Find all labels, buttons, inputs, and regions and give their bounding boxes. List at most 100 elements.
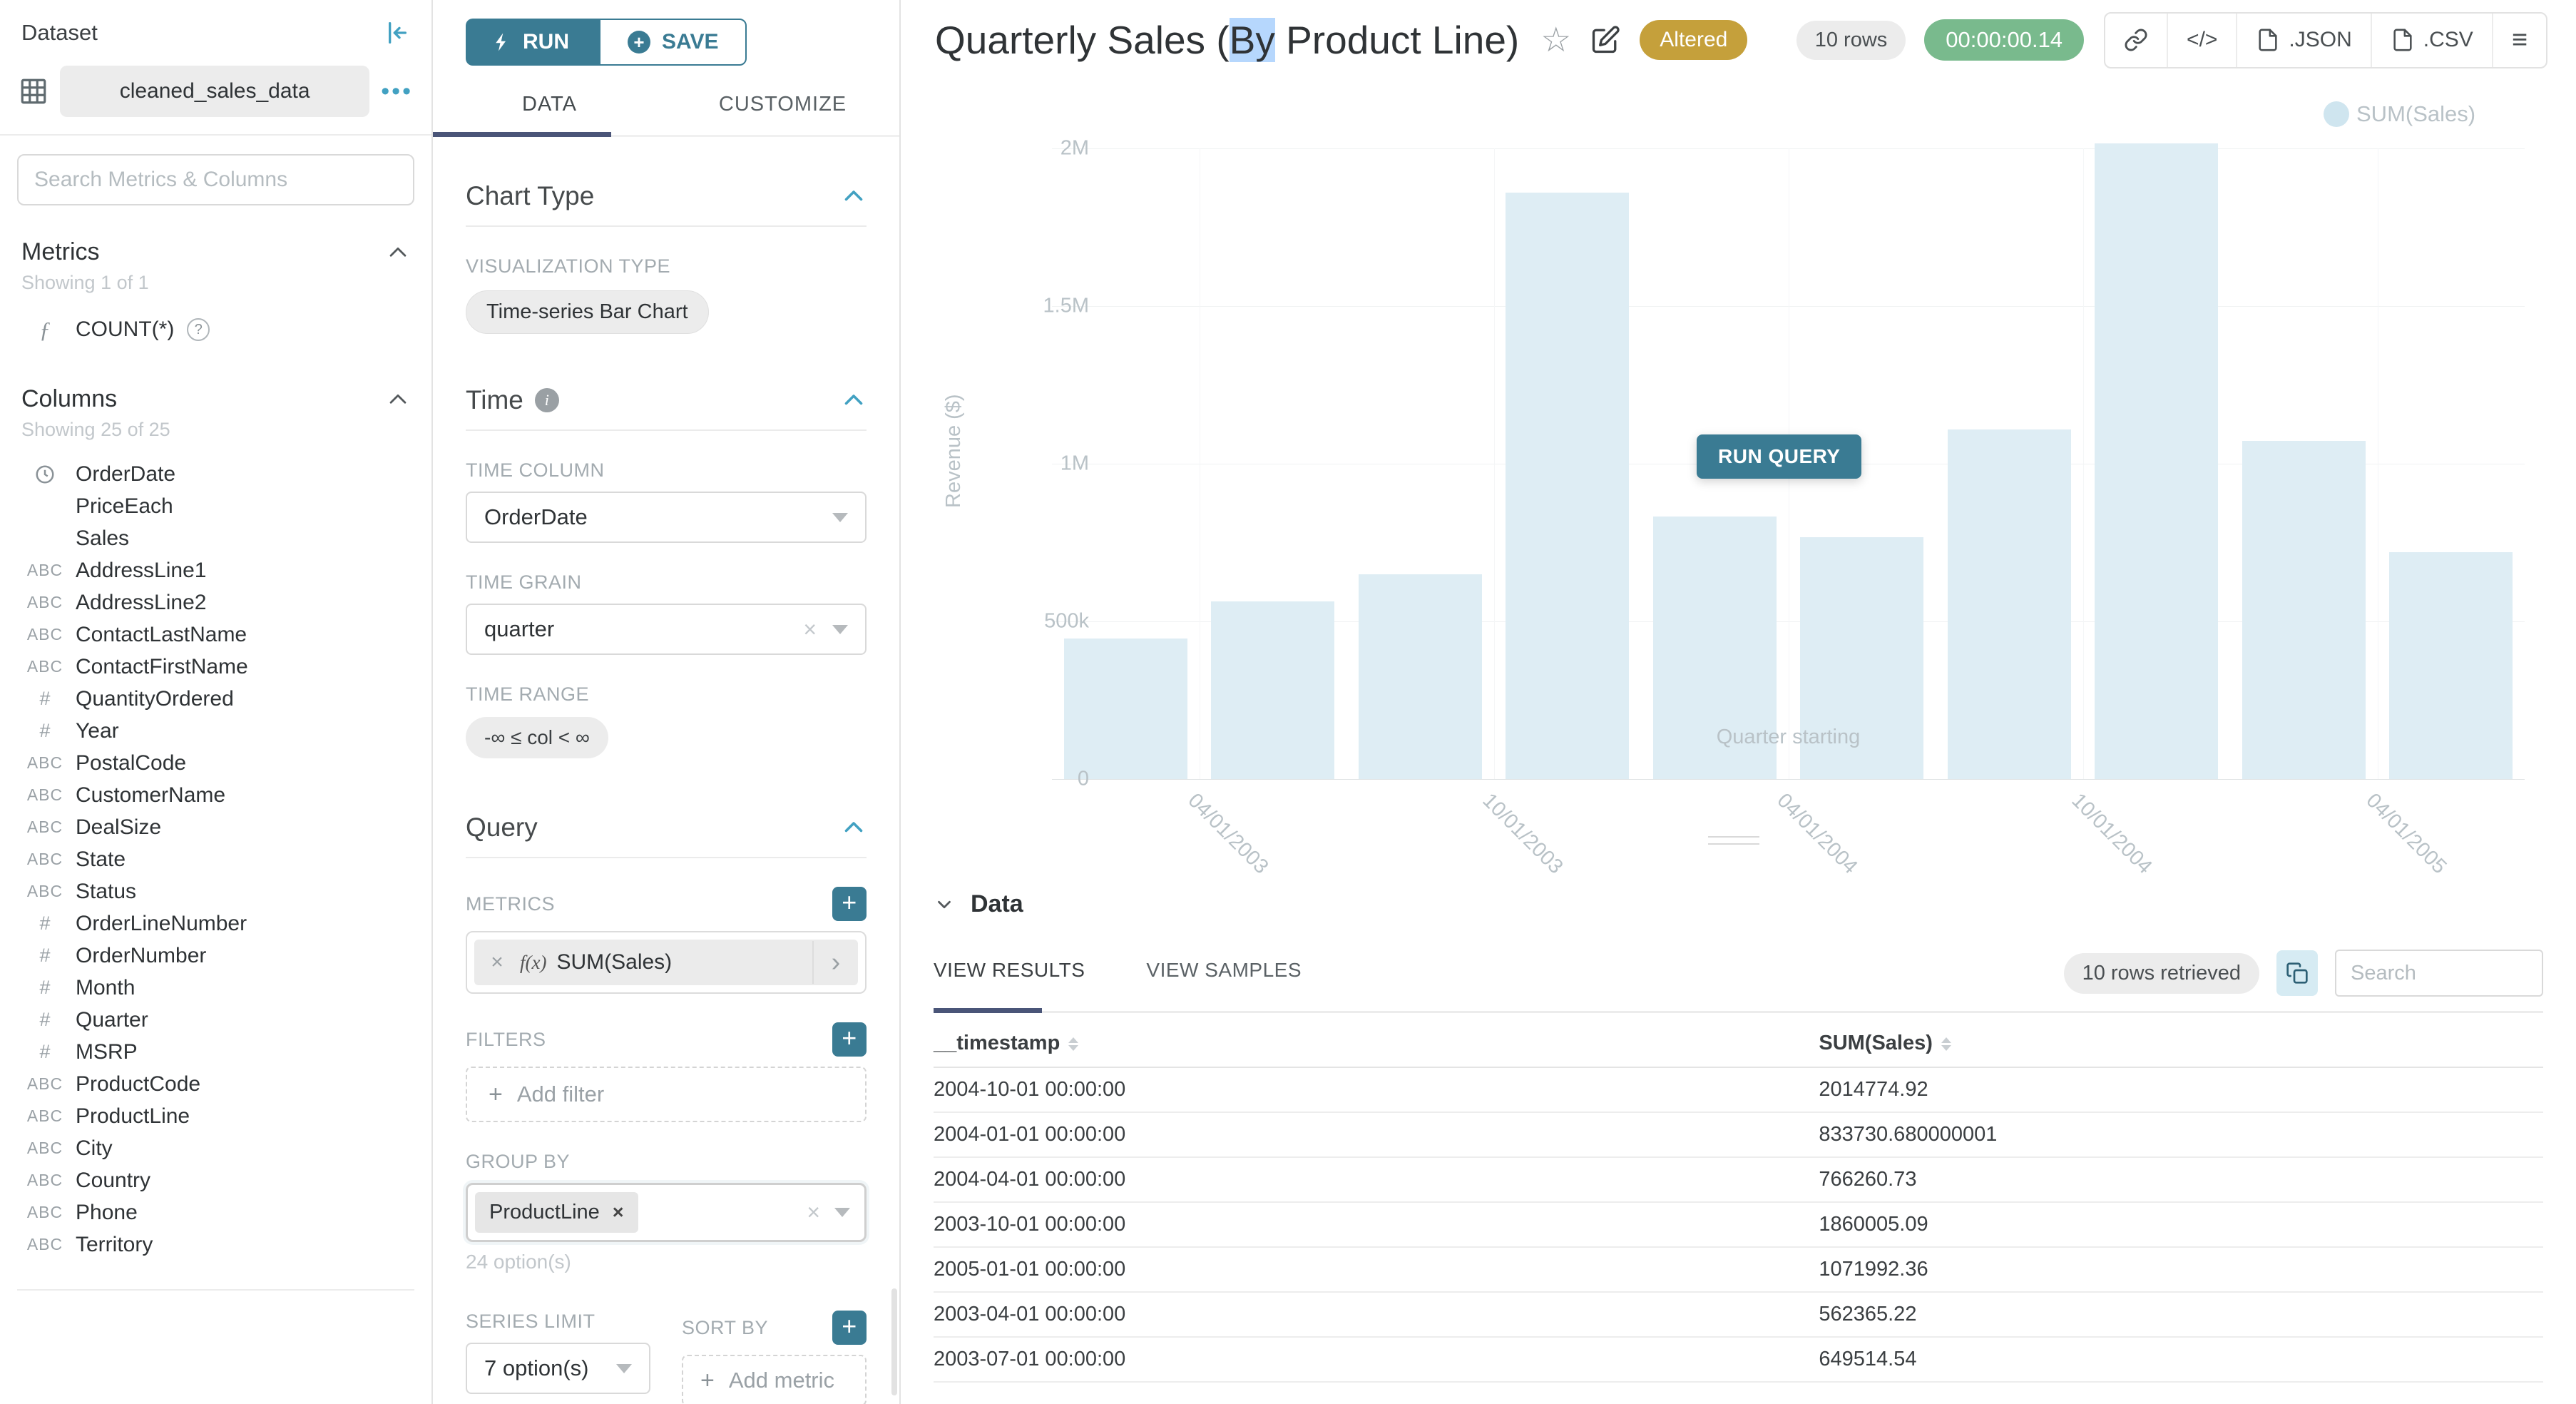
column-header-sum-sales[interactable]: SUM(Sales) — [1819, 1016, 2543, 1068]
metric-item-count[interactable]: ƒ COUNT(*) ? — [0, 312, 431, 347]
column-header-timestamp[interactable]: __timestamp — [934, 1016, 1819, 1068]
scrollbar-thumb[interactable] — [891, 1288, 897, 1395]
tab-customize[interactable]: CUSTOMIZE — [718, 93, 847, 116]
add-metric-button[interactable]: + — [832, 887, 867, 921]
bar-2003-10-01[interactable] — [1506, 192, 1630, 779]
copy-data-button[interactable] — [2276, 950, 2318, 996]
chevron-up-icon[interactable] — [841, 387, 867, 413]
expand-metric-icon[interactable]: › — [812, 941, 858, 984]
panel-resize-handle[interactable] — [1708, 836, 1759, 850]
bar-2004-07-01[interactable] — [1947, 429, 2071, 779]
dataset-options-icon[interactable]: ••• — [381, 77, 413, 105]
bar-2005-04-01[interactable] — [2389, 551, 2513, 779]
bar-2003-04-01[interactable] — [1211, 601, 1335, 779]
search-metrics-columns-input[interactable]: Search Metrics & Columns — [17, 154, 414, 205]
data-panel-header[interactable]: Data — [934, 890, 2543, 918]
column-item-dealsize[interactable]: ABC DealSize — [26, 815, 162, 839]
bar-2003-07-01[interactable] — [1358, 574, 1482, 779]
column-item-msrp[interactable]: # MSRP — [39, 1039, 138, 1064]
column-item-phone[interactable]: ABC Phone — [26, 1200, 138, 1224]
column-item-city[interactable]: ABC City — [26, 1136, 113, 1160]
group-by-select[interactable]: ProductLine × × — [466, 1183, 867, 1242]
chevron-up-icon[interactable] — [386, 240, 410, 265]
column-item-priceeach[interactable]: PriceEach — [76, 494, 173, 518]
add-sort-metric-button[interactable]: + — [832, 1311, 867, 1345]
series-limit-select[interactable]: 7 option(s) — [466, 1343, 650, 1394]
export-csv-button[interactable]: .CSV — [2370, 13, 2492, 67]
favorite-star-icon[interactable]: ☆ — [1540, 21, 1572, 59]
dataset-name[interactable]: cleaned_sales_data — [60, 66, 370, 117]
column-item-ordernumber[interactable]: # OrderNumber — [39, 943, 207, 967]
clear-icon[interactable]: × — [803, 616, 817, 642]
table-row[interactable]: 2003-04-01 00:00:00 562365.22 — [934, 1292, 2543, 1338]
bar-2004-04-01[interactable] — [1800, 537, 1924, 779]
table-row[interactable]: 2004-01-01 00:00:00 833730.680000001 — [934, 1112, 2543, 1158]
column-item-addressline2[interactable]: ABC AddressLine2 — [26, 590, 207, 614]
column-item-country[interactable]: ABC Country — [26, 1168, 151, 1192]
group-by-chip-productline[interactable]: ProductLine × — [475, 1192, 638, 1233]
column-item-contactfirstname[interactable]: ABC ContactFirstName — [26, 654, 248, 678]
time-section-title[interactable]: Time i — [466, 385, 559, 415]
save-button[interactable]: + SAVE — [599, 19, 747, 66]
chart-title[interactable]: Quarterly Sales (By Product Line) — [935, 18, 1520, 62]
run-query-overlay-button[interactable]: RUN QUERY — [1697, 434, 1862, 479]
time-range-value[interactable]: -∞ ≤ col < ∞ — [466, 717, 608, 758]
data-search-input[interactable]: Search — [2335, 950, 2543, 997]
table-row[interactable]: 2004-04-01 00:00:00 766260.73 — [934, 1157, 2543, 1203]
visualization-type-value[interactable]: Time-series Bar Chart — [466, 290, 709, 334]
column-item-state[interactable]: ABC State — [26, 847, 126, 871]
chart-menu-button[interactable]: ≡ — [2491, 13, 2546, 67]
altered-badge[interactable]: Altered — [1640, 20, 1748, 60]
copy-link-button[interactable] — [2105, 14, 2167, 67]
sort-by-add-metric[interactable]: + Add metric — [682, 1355, 867, 1404]
bar-2003-01-01[interactable] — [1063, 639, 1187, 779]
chevron-up-icon[interactable] — [386, 387, 410, 412]
info-icon[interactable]: i — [534, 388, 559, 412]
bar-2005-01-01[interactable] — [2242, 441, 2366, 779]
column-item-postalcode[interactable]: ABC PostalCode — [26, 751, 187, 775]
text-type-icon: ABC — [26, 1235, 63, 1253]
column-item-orderlinenumber[interactable]: # OrderLineNumber — [39, 911, 247, 935]
chevron-up-icon[interactable] — [841, 183, 867, 209]
table-row[interactable]: 2005-01-01 00:00:00 1071992.36 — [934, 1247, 2543, 1293]
column-item-customername[interactable]: ABC CustomerName — [26, 783, 226, 807]
help-icon[interactable]: ? — [187, 318, 210, 341]
metric-chip-sum-sales[interactable]: × f(x) SUM(Sales) › — [474, 940, 858, 985]
export-json-button[interactable]: .JSON — [2236, 13, 2370, 67]
remove-chip-icon[interactable]: × — [612, 1201, 624, 1223]
tab-view-results[interactable]: VIEW RESULTS — [934, 959, 1085, 981]
embed-code-button[interactable]: </> — [2167, 13, 2236, 67]
bar-2004-01-01[interactable] — [1652, 516, 1777, 779]
time-grain-select[interactable]: quarter × — [466, 604, 867, 655]
clear-icon[interactable]: × — [807, 1199, 820, 1225]
tab-data[interactable]: DATA — [521, 93, 578, 116]
column-item-orderdate[interactable]: OrderDate — [0, 458, 431, 490]
column-item-productcode[interactable]: ABC ProductCode — [26, 1072, 201, 1096]
column-item-month[interactable]: # Month — [39, 975, 136, 999]
legend-item-sum-sales[interactable]: SUM(Sales) — [2324, 101, 2475, 127]
bar-2004-10-01[interactable] — [2095, 143, 2219, 779]
column-item-quarter[interactable]: # Quarter — [39, 1007, 148, 1032]
table-row[interactable]: 2003-07-01 00:00:00 649514.54 — [934, 1337, 2543, 1383]
time-column-select[interactable]: OrderDate — [466, 492, 867, 543]
collapse-sidebar-icon[interactable] — [382, 19, 410, 47]
column-item-productline[interactable]: ABC ProductLine — [26, 1104, 190, 1128]
column-item-addressline1[interactable]: ABC AddressLine1 — [26, 558, 207, 582]
add-filter-dropzone[interactable]: + Add filter — [466, 1067, 867, 1122]
run-button[interactable]: RUN — [466, 19, 599, 66]
add-filter-button[interactable]: + — [832, 1022, 867, 1057]
chart-type-section-title[interactable]: Chart Type — [466, 181, 595, 210]
column-item-status[interactable]: ABC Status — [26, 879, 137, 903]
column-item-territory[interactable]: ABC Territory — [26, 1232, 153, 1256]
column-item-quantityordered[interactable]: # QuantityOrdered — [39, 686, 234, 711]
table-row[interactable]: 2003-10-01 00:00:00 1860005.09 — [934, 1202, 2543, 1248]
query-section-title[interactable]: Query — [466, 813, 538, 842]
chevron-up-icon[interactable] — [841, 815, 867, 840]
table-row[interactable]: 2004-10-01 00:00:00 2014774.92 — [934, 1067, 2543, 1113]
tab-view-samples[interactable]: VIEW SAMPLES — [1146, 959, 1302, 981]
remove-metric-icon[interactable]: × — [491, 950, 504, 974]
column-item-contactlastname[interactable]: ABC ContactLastName — [26, 622, 247, 646]
edit-properties-icon[interactable] — [1590, 24, 1621, 56]
column-item-sales[interactable]: Sales — [76, 526, 130, 550]
column-item-year[interactable]: # Year — [39, 718, 119, 743]
